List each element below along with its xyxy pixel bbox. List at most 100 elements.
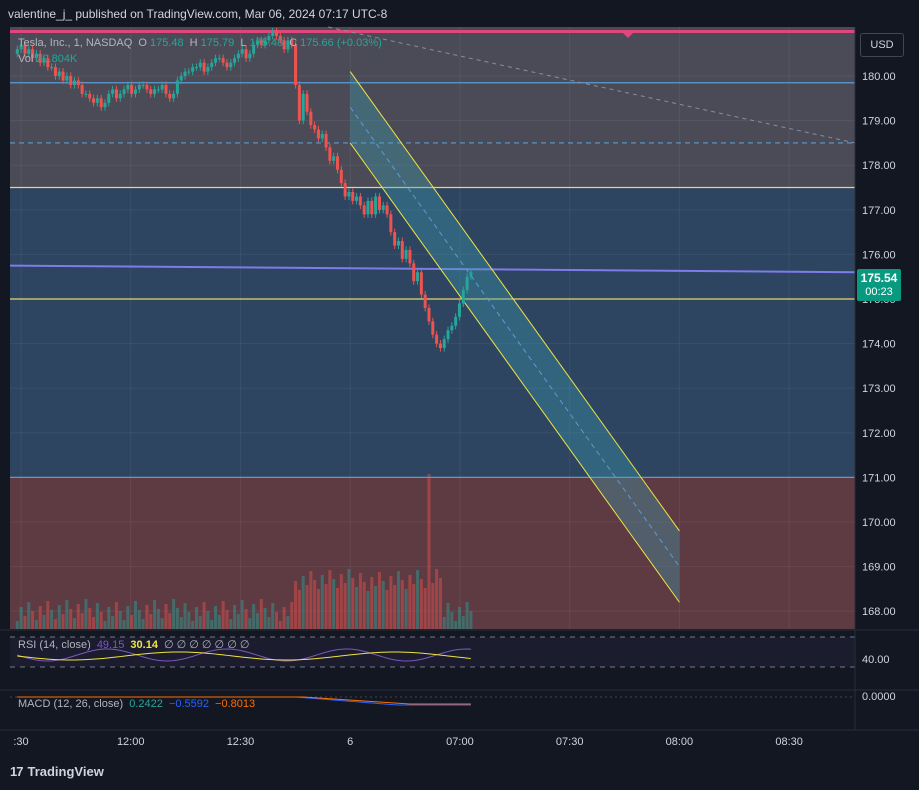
y-tick-label: 180.00 [862, 71, 896, 83]
candle-body [366, 200, 370, 215]
channel-upper [349, 71, 680, 532]
candle-body [103, 102, 107, 108]
volume-bar [84, 599, 88, 629]
volume-bar [275, 612, 279, 629]
candle-body [133, 89, 137, 94]
y-tick-label: 174.00 [862, 339, 896, 351]
macd-legend: MACD (12, 26, close) 0.2422 −0.5592 −0.8… [18, 698, 258, 710]
macd-signal-value: −0.8013 [215, 698, 256, 710]
candle-body [385, 205, 389, 215]
candle-body [214, 58, 218, 63]
volume-bar [461, 616, 465, 629]
candle-body [339, 169, 343, 184]
candle-body [271, 31, 275, 36]
macd-signal-line [17, 696, 471, 705]
close-label: C [289, 37, 298, 49]
candle-body [164, 84, 168, 94]
candle-body [19, 44, 23, 50]
candle-body [206, 67, 210, 72]
footer-brand[interactable]: 17 TradingView [10, 764, 104, 779]
x-tick-label: 6 [347, 736, 353, 748]
candle-body [438, 343, 442, 349]
volume-bar [271, 603, 275, 629]
volume-bar [65, 600, 69, 629]
volume-bar [358, 573, 362, 629]
candle-body [290, 40, 294, 45]
volume-bar [50, 610, 54, 629]
volume-bar [236, 614, 240, 629]
volume-bar [335, 588, 339, 629]
candle-body [294, 44, 298, 85]
candle-body [88, 93, 92, 99]
candle-body [99, 98, 103, 108]
y-tick-label: 169.00 [862, 562, 896, 574]
currency-button[interactable]: USD [860, 33, 904, 57]
trend-line-dashed [328, 26, 856, 144]
candle-body [278, 35, 282, 41]
publish-text: valentine_j_ published on TradingView.co… [8, 7, 388, 21]
candle-body [435, 334, 439, 344]
volume-bar [248, 618, 252, 629]
volume-bar [53, 619, 57, 629]
candle-body [46, 58, 50, 68]
volume-bar [400, 580, 404, 629]
candle-body [229, 62, 233, 68]
x-tick-label: 12:30 [227, 736, 255, 748]
candle-body [72, 80, 76, 85]
y-tick-label: 177.00 [862, 205, 896, 217]
macd-pane [0, 690, 919, 730]
candle-body [27, 49, 31, 54]
candle-body [61, 71, 65, 81]
volume-bar [305, 585, 309, 629]
volume-bar [194, 607, 198, 629]
candle-body [92, 98, 96, 103]
volume-bar [259, 599, 263, 629]
y-tick-label: 176.00 [862, 249, 896, 261]
volume-bar [92, 617, 96, 629]
x-tick-label: 08:30 [775, 736, 803, 748]
last-price-badge: 175.54 00:23 [857, 269, 901, 301]
volume-bar [412, 584, 416, 629]
volume-bar [99, 612, 103, 629]
tradingview-logo-icon: 17 [10, 764, 24, 779]
candle-body [404, 249, 408, 259]
open-value: 175.48 [149, 37, 184, 49]
volume-bar [332, 579, 336, 629]
volume-bar [465, 602, 469, 629]
volume-bar [240, 600, 244, 629]
candle-body [412, 263, 416, 282]
volume-bar [320, 575, 324, 629]
volume-bar [427, 474, 431, 629]
candle-body [454, 316, 458, 326]
candle-body [130, 84, 134, 94]
candle-body [156, 89, 160, 91]
candle-body [141, 84, 145, 86]
volume-bar [198, 616, 202, 629]
rsi-ma-line [17, 651, 471, 661]
candle-body [263, 40, 267, 45]
candle-body [114, 89, 118, 99]
candle-body [255, 40, 259, 45]
candle-body [38, 53, 42, 63]
channel-lower [349, 142, 680, 603]
volume-bar [69, 609, 73, 629]
volume-bar [435, 569, 439, 629]
volume-bar [328, 570, 332, 629]
y-tick-label: 172.00 [862, 428, 896, 440]
candle-body [248, 53, 252, 59]
candle-body [324, 134, 328, 148]
volume-bar [221, 601, 225, 629]
candle-body [168, 93, 172, 99]
volume-bar [76, 604, 80, 629]
candle-body [332, 156, 336, 161]
volume-bar [351, 578, 355, 629]
candle-body [210, 62, 214, 68]
volume-bar [191, 621, 195, 629]
candle-body [316, 129, 320, 139]
candle-body [244, 49, 248, 59]
volume-bar [133, 601, 137, 629]
candle-body [202, 62, 206, 72]
x-tick-label: 07:30 [556, 736, 584, 748]
volume-bar [396, 571, 400, 629]
